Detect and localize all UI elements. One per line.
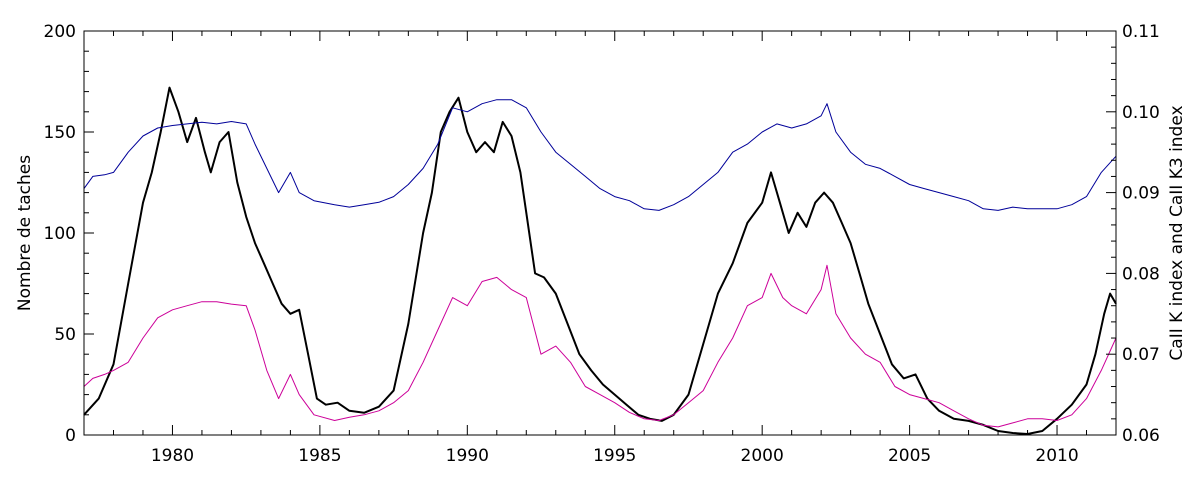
series-line-2: [83, 99, 1117, 211]
y-left-tick-label: 200: [44, 22, 76, 42]
x-tick-label: 2005: [888, 446, 931, 466]
y-left-tick-label: 150: [44, 123, 76, 143]
y-left-tick-label: 100: [44, 224, 76, 244]
x-tick-label: 1990: [446, 446, 489, 466]
x-tick-label: 1995: [593, 446, 636, 466]
series-line-1: [83, 86, 1117, 435]
y-left-tick-label: 50: [54, 325, 76, 345]
y-right-tick-label: 0.06: [1122, 426, 1160, 446]
plot-frame: [83, 30, 1117, 436]
x-tick-label: 2010: [1035, 446, 1078, 466]
chart-series-group: [83, 86, 1117, 435]
y-right-tick-label: 0.09: [1122, 184, 1160, 204]
y-right-tick-label: 0.10: [1122, 103, 1160, 123]
y-axis-right-label: CaII K index and CaII K3 index: [1167, 105, 1187, 360]
y-right-tick-label: 0.08: [1122, 264, 1160, 284]
y-right-tick-label: 0.11: [1122, 22, 1160, 42]
series-line-3: [83, 264, 1117, 428]
y-right-tick-label: 0.07: [1122, 345, 1160, 365]
x-tick-label: 1980: [151, 446, 194, 466]
chart-ticks-group: 1980 1985 1990 1995 2000 2005 2010 0 50 100 150 200…: [44, 22, 1160, 466]
y-left-tick-label: 0: [65, 426, 76, 446]
x-tick-label: 2000: [741, 446, 784, 466]
y-axis-left-label: Nombre de taches: [15, 155, 35, 311]
x-tick-label: 1985: [298, 446, 341, 466]
